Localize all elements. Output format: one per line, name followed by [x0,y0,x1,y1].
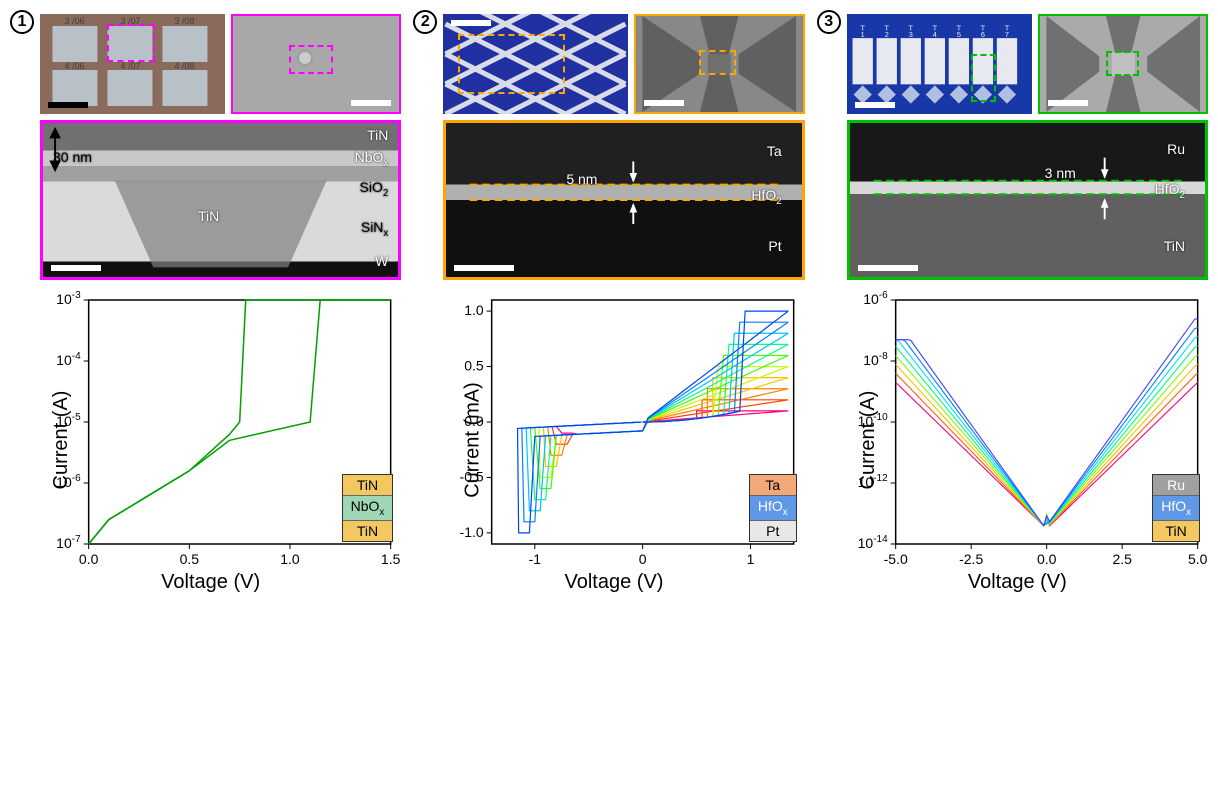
layer-hfo2: HfO2 [751,187,781,207]
svg-text:1.0: 1.0 [465,302,485,318]
panel-1: 1 3 /063 /073 /08 4 /064 /074 /08 [10,10,401,590]
svg-text:2: 2 [884,30,888,39]
svg-text:7: 7 [1005,30,1009,39]
svg-text:10-4: 10-4 [56,351,81,368]
layer-tin3: TiN [1164,238,1185,254]
svg-text:-1.0: -1.0 [460,524,484,540]
panel-2: 2 [413,10,804,590]
panel-3: 3 T1T2 T3T4 [817,10,1208,590]
stack-legend-2: Ta HfOx Pt [749,474,797,542]
svg-text:5.0: 5.0 [1188,551,1208,567]
layer-tin2: TiN [198,208,219,224]
svg-text:0.5: 0.5 [180,551,200,567]
panel-number-2: 2 [413,10,437,34]
thickness-label-3: 3 nm [1045,165,1076,181]
ylabel-2: Current (mA) [462,382,485,498]
svg-text:5: 5 [956,30,960,39]
panel-number-3: 3 [817,10,841,34]
tem-cross-section-2: 5 nm Ta HfO2 Pt [443,120,804,280]
sem-micrograph-3 [1038,14,1208,114]
layer-sio2: SiO2 [360,179,389,199]
stack-legend-1: TiN NbOx TiN [342,474,394,542]
svg-text:0.0: 0.0 [79,551,99,567]
svg-text:4: 4 [932,30,936,39]
layer-ru: Ru [1167,141,1185,157]
svg-text:0: 0 [639,551,647,567]
svg-text:1.5: 1.5 [381,551,401,567]
stack-legend-3: Ru HfOx TiN [1152,474,1200,542]
svg-text:10-14: 10-14 [857,534,887,551]
svg-text:1: 1 [860,30,864,39]
svg-text:-2.5: -2.5 [959,551,983,567]
xlabel-1: Voltage (V) [161,571,260,594]
svg-text:-1: -1 [529,551,542,567]
layer-hfo2-3: HfO2 [1155,181,1185,201]
svg-text:3 /08: 3 /08 [174,16,194,26]
svg-text:-5.0: -5.0 [883,551,907,567]
thickness-label-1: 30 nm [53,149,92,165]
svg-text:0.5: 0.5 [465,358,485,374]
svg-text:6: 6 [981,30,985,39]
sem-micrograph-2 [634,14,804,114]
thickness-label-2: 5 nm [566,171,597,187]
sem-micrograph-1 [231,14,401,114]
figure: 1 3 /063 /073 /08 4 /064 /074 /08 [10,10,1208,590]
layer-pt: Pt [768,238,781,254]
svg-text:3 /06: 3 /06 [64,16,84,26]
panel-number-1: 1 [10,10,34,34]
svg-text:10-6: 10-6 [863,290,888,307]
iv-chart-1: 0.00.51.01.510-710-610-510-410-3 Current… [20,290,401,590]
tem-cross-section-1: 30 nm TiN NbOx SiO2 TiN SiNx W [40,120,401,280]
svg-text:0.0: 0.0 [1037,551,1057,567]
svg-text:10-8: 10-8 [863,351,888,368]
svg-text:1: 1 [747,551,755,567]
ylabel-1: Current (A) [50,391,73,490]
layer-tin: TiN [367,127,388,143]
iv-chart-2: -101-1.0-0.50.00.51.0 Current (mA) Volta… [423,290,804,590]
svg-text:4 /06: 4 /06 [64,61,84,71]
svg-text:10-3: 10-3 [56,290,81,307]
tem-cross-section-3: 3 nm Ru HfO2 TiN [847,120,1208,280]
optical-micrograph-3: T1T2 T3T4 T5T6 T7 [847,14,1032,114]
layer-sinx: SiNx [361,219,388,239]
svg-text:3: 3 [908,30,912,39]
svg-text:4 /07: 4 /07 [120,61,140,71]
layer-w: W [375,253,388,269]
layer-nbox: NbOx [355,149,389,169]
xlabel-3: Voltage (V) [968,571,1067,594]
optical-micrograph-1: 3 /063 /073 /08 4 /064 /074 /08 [40,14,225,114]
ylabel-3: Current (A) [857,391,880,490]
svg-text:4 /08: 4 /08 [174,61,194,71]
layer-ta: Ta [767,143,782,159]
iv-chart-3: -5.0-2.50.02.55.010-1410-1210-1010-810-6… [827,290,1208,590]
svg-text:1.0: 1.0 [280,551,300,567]
svg-text:2.5: 2.5 [1112,551,1132,567]
optical-micrograph-2 [443,14,628,114]
xlabel-2: Voltage (V) [565,571,664,594]
svg-text:10-7: 10-7 [56,534,81,551]
